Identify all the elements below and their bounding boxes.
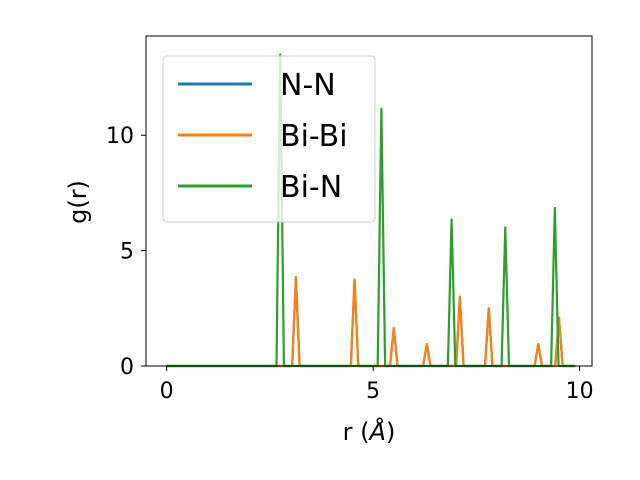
y-tick-label: 10	[106, 124, 134, 149]
y-axis-label: g(r)	[64, 180, 92, 224]
y-tick-label: 5	[120, 240, 134, 265]
plot-frame	[145, 35, 593, 367]
x-tick-label: 0	[160, 379, 174, 404]
x-axis-label-main: r (	[343, 418, 370, 446]
legend-label: Bi-Bi	[280, 119, 348, 154]
series-line-bi-bi	[166, 276, 576, 368]
x-tick-label: 5	[366, 379, 380, 404]
x-axis-label-unit: Å	[368, 417, 386, 446]
series-line-n-n	[166, 276, 576, 368]
series-line-bi-n	[166, 53, 576, 368]
legend-label: Bi-N	[280, 170, 342, 205]
legend: N-N Bi-Bi Bi-N	[162, 55, 376, 223]
x-tick-label: 10	[566, 379, 594, 404]
y-tick-label: 0	[120, 355, 134, 380]
axis-ticks: 0 5 10 0 5 10	[106, 124, 594, 404]
x-axis-label: r (Å)	[343, 417, 396, 446]
legend-box	[162, 55, 376, 223]
legend-label: N-N	[280, 68, 336, 103]
x-axis-label-close: )	[386, 418, 395, 446]
